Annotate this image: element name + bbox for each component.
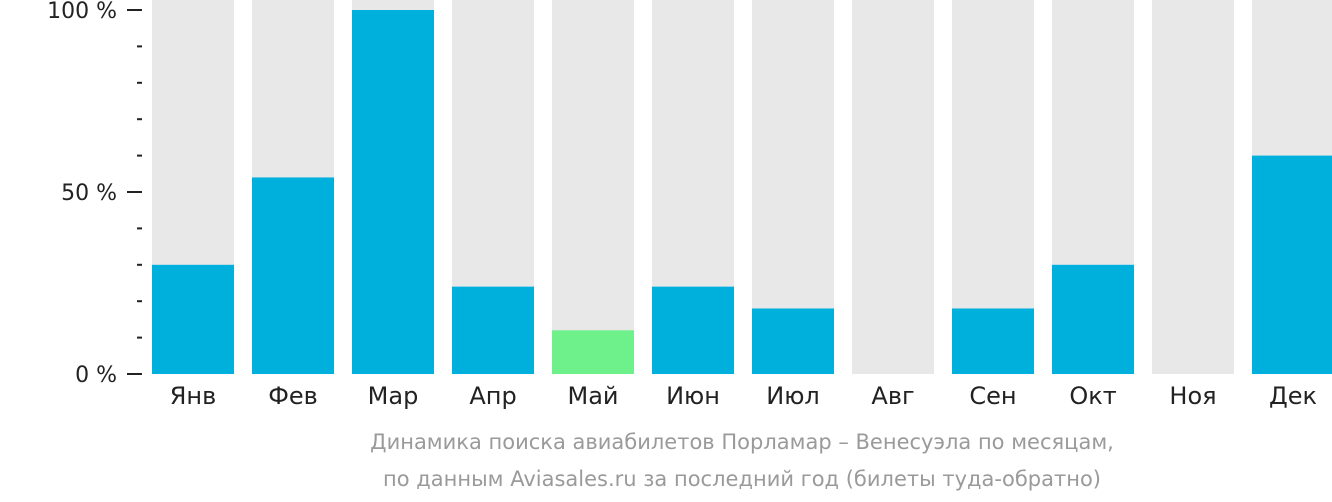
bar-9 xyxy=(952,308,1034,374)
bar-background xyxy=(552,0,634,374)
y-tick-label: 0 % xyxy=(75,363,117,388)
y-axis: 0 % 50 % 100 % xyxy=(47,0,142,388)
x-axis-labels: Янв Фев Мар Апр Май Июн Июл Авг Сен Окт Ноя Дек xyxy=(170,382,1317,410)
bar-5 xyxy=(552,330,634,374)
x-tick-label: Авг xyxy=(871,382,914,410)
bar-10 xyxy=(1052,264,1134,374)
x-tick-label: Май xyxy=(567,382,618,410)
x-tick-label: Апр xyxy=(469,382,516,410)
x-tick-label: Янв xyxy=(170,382,217,410)
y-tick-label: 50 % xyxy=(61,181,117,206)
x-tick-label: Сен xyxy=(969,382,1016,410)
y-tick-label: 100 % xyxy=(47,0,117,24)
bars xyxy=(152,0,1332,374)
bar-1 xyxy=(152,264,234,374)
x-tick-label: Ноя xyxy=(1169,382,1216,410)
x-tick-label: Окт xyxy=(1069,382,1116,410)
x-tick-label: Фев xyxy=(268,382,318,410)
bar-background xyxy=(852,0,934,374)
x-tick-label: Мар xyxy=(368,382,419,410)
x-tick-label: Дек xyxy=(1269,382,1317,410)
x-tick-label: Июн xyxy=(666,382,720,410)
bar-2 xyxy=(252,177,334,374)
bar-background xyxy=(1152,0,1234,374)
chart-caption-line-1: Динамика поиска авиабилетов Порламар – В… xyxy=(370,430,1114,454)
bar-6 xyxy=(652,286,734,374)
chart-caption-line-2: по данным Aviasales.ru за последний год … xyxy=(383,467,1101,491)
bar-7 xyxy=(752,308,834,374)
bar-3 xyxy=(352,10,434,374)
bar-4 xyxy=(452,286,534,374)
bar-12 xyxy=(1252,155,1332,374)
x-tick-label: Июл xyxy=(766,382,820,410)
